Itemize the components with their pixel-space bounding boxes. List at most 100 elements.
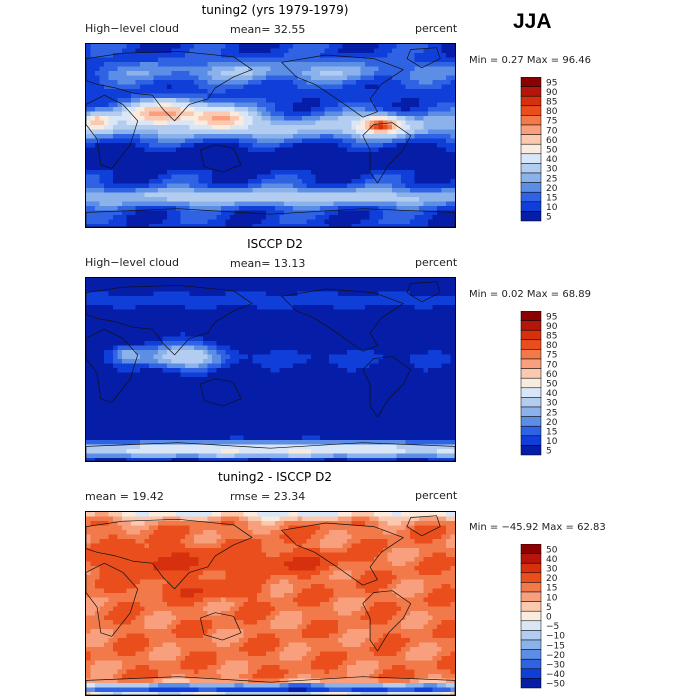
panel-2-title: ISCCP D2: [247, 237, 303, 251]
coastline: [281, 288, 404, 352]
coastline: [200, 378, 242, 407]
colorbar-tick-label: −20: [546, 651, 565, 661]
coastline: [86, 208, 455, 227]
colorbar-tick-label: 25: [546, 174, 557, 184]
panel-1-map: [85, 43, 456, 228]
colorbar-tick-label: −30: [546, 661, 565, 671]
colorbar-tick-label: 80: [546, 107, 558, 117]
panel-1-map-svg: [86, 44, 455, 227]
colorbar-swatch: [520, 649, 542, 660]
panel-1-variable-label: High−level cloud: [85, 22, 179, 35]
colorbar-swatch: [520, 377, 542, 389]
panel-3-colorbar: 50 40 30 20 15 10 5 0 −5 −10 −15 −20 −30 −40 −50: [519, 543, 579, 700]
colorbar-tick-label: 85: [546, 332, 557, 342]
colorbar-tick-label: 20: [546, 574, 558, 584]
colorbar-tick-label: 70: [546, 126, 558, 136]
colorbar-swatch: [520, 115, 542, 126]
colorbar-swatch: [520, 201, 542, 212]
panel-2-mean-label: mean= 13.13: [230, 257, 306, 270]
colorbar-tick-label: 60: [546, 136, 558, 146]
colorbar-tick-label: 10: [546, 203, 558, 213]
panel-1-colorbar: 95 90 85 80 75 70 60 50 40 30 25 20 15 10 5: [519, 76, 579, 233]
coastline: [362, 356, 412, 418]
colorbar-swatch: [520, 329, 542, 341]
colorbar-swatch: [520, 124, 542, 135]
colorbar-swatch: [520, 95, 542, 107]
colorbar-swatch: [520, 143, 542, 155]
colorbar-tick-label: 10: [546, 593, 558, 603]
colorbar-tick-label: 30: [546, 399, 558, 409]
colorbar-swatch: [520, 668, 542, 679]
panel-2-colorbar: 95 90 85 80 75 70 60 50 40 30 25 20 15 10 5: [519, 310, 579, 467]
colorbar-tick-label: 75: [546, 117, 557, 127]
panel-3-units-label: percent: [415, 489, 458, 502]
panel-2-map: [85, 277, 456, 462]
colorbar-swatch: [520, 320, 542, 331]
colorbar-tick-label: 15: [546, 428, 557, 438]
coastlines: [86, 515, 455, 695]
colorbar-tick-label: 80: [546, 341, 558, 351]
coastline: [86, 676, 455, 695]
colorbar-swatch: [520, 397, 542, 408]
colorbar-tick-label: 20: [546, 418, 558, 428]
colorbar-tick-label: 30: [546, 565, 558, 575]
coastline: [86, 562, 139, 637]
colorbar-swatch: [520, 572, 542, 583]
colorbar-tick-label: −5: [546, 622, 559, 632]
panel-2-map-svg: [86, 278, 455, 461]
colorbar-swatch: [520, 591, 542, 602]
colorbar-tick-label: 15: [546, 194, 557, 204]
colorbar-swatch: [520, 368, 542, 379]
coastline: [86, 284, 253, 356]
coastline: [281, 54, 404, 118]
colorbar-swatch: [520, 562, 542, 574]
coastline: [86, 328, 139, 403]
colorbar-tick-label: 90: [546, 88, 558, 98]
colorbar-tick-label: 95: [546, 78, 557, 88]
coastline: [86, 50, 253, 122]
colorbar-tick-label: 5: [546, 213, 552, 223]
colorbar-tick-label: 40: [546, 389, 558, 399]
coastline: [86, 518, 253, 590]
colorbar-swatch: [520, 339, 542, 350]
colorbar-swatch: [520, 425, 542, 437]
colorbar-tick-label: 0: [546, 613, 552, 623]
colorbar-tick-label: 50: [546, 380, 558, 390]
colorbar-tick-label: 60: [546, 370, 558, 380]
panel-3-rmse-label: rmse = 23.34: [230, 490, 306, 503]
colorbar-swatch: [520, 182, 542, 193]
colorbar-swatch: [520, 76, 542, 87]
panel-3-min-max: Min = −45.92 Max = 62.83: [469, 522, 606, 533]
colorbar-tick-label: 30: [546, 165, 558, 175]
colorbar-swatch: [520, 435, 542, 446]
colorbar-swatch: [520, 105, 542, 116]
field-cells: [86, 44, 455, 227]
colorbar-tick-label: −50: [546, 680, 565, 690]
field-cells: [86, 278, 455, 461]
colorbar-tick-label: 5: [546, 447, 552, 457]
coastline: [362, 590, 412, 652]
colorbar-tick-label: 20: [546, 184, 558, 194]
coastline: [406, 515, 441, 537]
panel-3-map: [85, 511, 456, 696]
colorbar-tick-label: 75: [546, 351, 557, 361]
colorbar-tick-label: 95: [546, 312, 557, 322]
colorbar-swatch: [520, 543, 542, 554]
colorbar-tick-label: 10: [546, 437, 558, 447]
colorbar-swatch: [520, 163, 542, 174]
coastline: [362, 122, 412, 184]
colorbar-swatch: [520, 358, 542, 369]
colorbar-swatch: [520, 349, 542, 360]
colorbar-tick-label: 25: [546, 408, 557, 418]
colorbar-tick-label: 15: [546, 584, 557, 594]
colorbar-tick-label: 40: [546, 555, 558, 565]
colorbar-tick-label: 85: [546, 98, 557, 108]
coastline: [281, 522, 404, 586]
colorbar-swatch: [520, 416, 542, 427]
colorbar-swatch: [520, 86, 542, 97]
panel-1-min-max: Min = 0.27 Max = 96.46: [469, 55, 591, 66]
panel-3-map-svg: [86, 512, 455, 695]
colorbar-tick-label: 50: [546, 146, 558, 156]
panel-1-mean-label: mean= 32.55: [230, 23, 306, 36]
